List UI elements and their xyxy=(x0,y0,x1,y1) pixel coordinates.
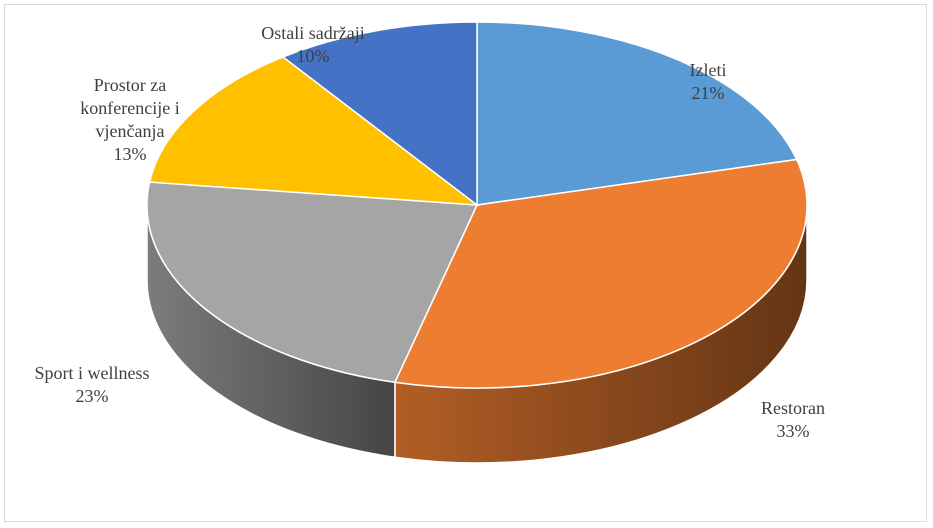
slice xyxy=(393,158,808,389)
category-label: Sport i wellness xyxy=(34,363,150,383)
data-label: Sport i wellness 23% xyxy=(0,362,192,408)
data-label: Prostor za konferencije i vjenčanja 13% xyxy=(65,74,195,166)
category-label: Izleti xyxy=(689,60,727,80)
data-label: Izleti 21% xyxy=(628,59,788,105)
slice xyxy=(146,181,479,384)
value-label: 23% xyxy=(75,386,109,406)
value-label: 10% xyxy=(296,46,330,66)
slice xyxy=(148,56,480,206)
data-label: Ostali sadržaji 10% xyxy=(223,22,403,68)
category-label: Ostali sadržaji xyxy=(261,23,365,43)
slice xyxy=(281,21,478,207)
category-label: Prostor za konferencije i vjenčanja xyxy=(80,75,180,141)
category-label: Restoran xyxy=(761,398,825,418)
chart-frame xyxy=(4,4,927,522)
value-label: 21% xyxy=(691,83,725,103)
value-label: 33% xyxy=(776,421,810,441)
data-label: Restoran 33% xyxy=(713,397,873,443)
slice xyxy=(476,21,798,206)
value-label: 13% xyxy=(113,144,147,164)
